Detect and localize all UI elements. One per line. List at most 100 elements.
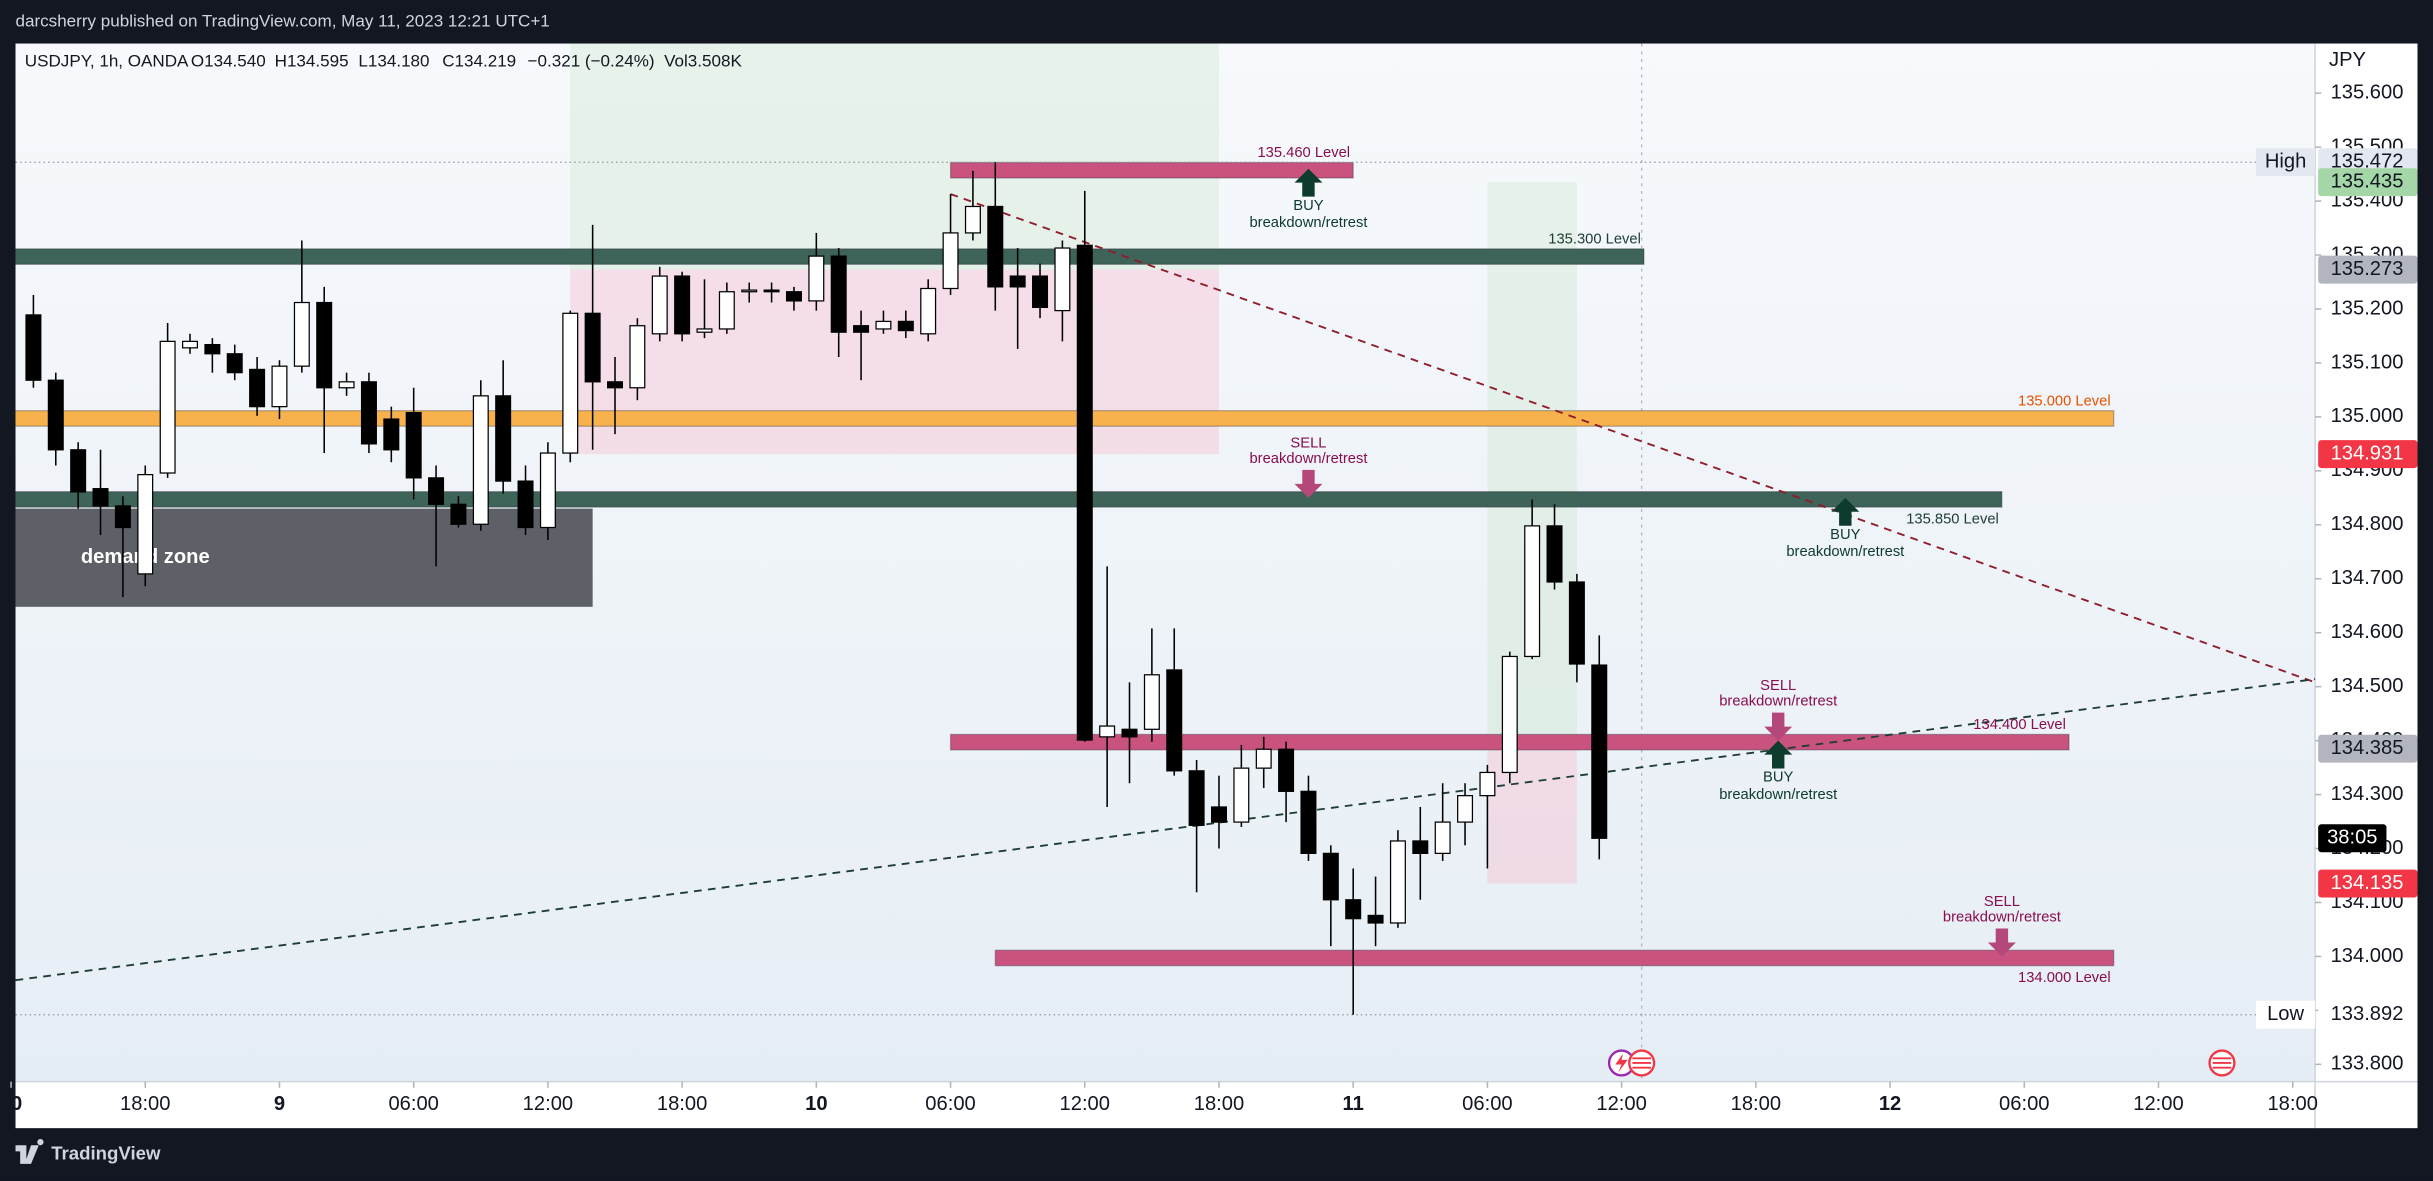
annotation-label: BUY [1293, 198, 1323, 214]
candle-body [249, 368, 266, 408]
level-band [15, 490, 2003, 508]
candle-body [181, 340, 198, 349]
level-label: 134.000 Level [2018, 970, 2111, 986]
level-label: 135.460 Level [1257, 145, 1350, 161]
level-label: 135.850 Level [1906, 511, 1999, 527]
candle-body [718, 291, 735, 330]
legend-change: −0.321 (−0.24%) [528, 52, 655, 71]
y-tick-label: 135.000 [2331, 405, 2404, 427]
x-tick-label: 06:00 [1462, 1093, 1512, 1115]
candle-body [1188, 770, 1205, 826]
candle-body [785, 291, 802, 302]
candle-body [1054, 247, 1071, 312]
candle-body [293, 301, 310, 367]
annotation-sublabel: breakdown/retrest [1249, 215, 1367, 231]
y-tick-label: 134.700 [2331, 567, 2404, 589]
candle-body [1568, 581, 1585, 665]
level-band [15, 410, 2115, 427]
price-badge-label: 135.472 [2331, 151, 2404, 173]
arrow-up [1831, 497, 1860, 526]
y-tick-label: 134.300 [2331, 783, 2404, 805]
annotation-label: BUY [1830, 527, 1860, 543]
candle-body [1300, 790, 1317, 854]
x-tick-label: 12:00 [523, 1093, 573, 1115]
y-tick-label: 135.100 [2331, 351, 2404, 373]
candle-body [897, 320, 914, 332]
candle-body [1076, 244, 1093, 741]
price-badge-tag-label: Low [2267, 1003, 2304, 1025]
candle-body [808, 255, 825, 302]
candle-body [964, 205, 981, 234]
candle-body [987, 205, 1004, 288]
candle-body [1389, 840, 1406, 924]
candle-body [1009, 275, 1026, 288]
price-badge-label: 133.892 [2331, 1003, 2404, 1025]
x-tick-label: 12:00 [1596, 1093, 1646, 1115]
annotation-sublabel: breakdown/retrest [1719, 787, 1837, 803]
candle-body [741, 289, 758, 293]
loss-zone [1487, 748, 1577, 884]
y-tick-label: 134.600 [2331, 621, 2404, 643]
candle-body [70, 449, 87, 493]
candle-body [428, 477, 445, 505]
annotation-label: BUY [1763, 770, 1793, 786]
price-badge-label: 134.385 [2331, 737, 2404, 759]
event-icons [1607, 1049, 2236, 1077]
price-badge-label: 134.135 [2331, 872, 2404, 894]
x-tick-label: 06:00 [388, 1093, 438, 1115]
candle-body [607, 381, 624, 389]
legend-high: H134.595 [275, 52, 349, 71]
time-axis [15, 1081, 2418, 1129]
candle-body [696, 328, 713, 333]
y-tick-label: 134.500 [2331, 675, 2404, 697]
profit-zone [1487, 182, 1577, 749]
countdown-label: 38:05 [2327, 827, 2377, 849]
x-tick-label: 11 [1343, 1093, 1364, 1115]
level-band [15, 248, 1645, 265]
event-icon-glyph [1615, 1053, 1628, 1073]
price-badge-tag-label: High [2265, 151, 2306, 173]
candle-body [1434, 821, 1451, 854]
candle-body [114, 505, 131, 529]
demand-zone [15, 508, 593, 607]
price-badge-label: 135.273 [2331, 258, 2404, 280]
axes: 133.800133.900134.000134.100134.200134.3… [0, 82, 2418, 1129]
arrow-down [1764, 712, 1793, 741]
publisher-header: darcsherry published on TradingView.com,… [16, 11, 550, 30]
candle-body [875, 320, 892, 330]
candle-body [562, 312, 579, 454]
candle-body [47, 379, 64, 451]
candle-body [1457, 795, 1474, 823]
event-icon-glyph [2212, 1057, 2232, 1069]
candle-body [405, 411, 422, 479]
price-badge [2318, 734, 2418, 763]
candle-body [1591, 664, 1608, 839]
price-badge-tag [2256, 1000, 2316, 1029]
legend-close: C134.219 [442, 52, 516, 71]
countdown-badge [2318, 824, 2387, 853]
price-badge [2318, 255, 2418, 284]
trendline [950, 193, 2316, 684]
candle-body [495, 395, 512, 482]
arrow-up [1764, 740, 1793, 769]
candle-body [1032, 275, 1049, 308]
candle-body [383, 418, 400, 451]
x-tick-label: 12 [1879, 1093, 1901, 1115]
candle-body [360, 381, 377, 445]
candle-body [1367, 914, 1384, 924]
x-tick-label: 12:00 [2133, 1093, 2183, 1115]
legend-open: O134.540 [191, 52, 266, 71]
level-label: 135.300 Level [1548, 231, 1641, 247]
arrow-down [1987, 928, 2016, 957]
candle-body [920, 287, 937, 335]
annotation-sublabel: breakdown/retrest [1943, 910, 2061, 926]
frame-edge [0, 1081, 10, 1129]
candle-body [316, 301, 333, 389]
candle-body [1479, 771, 1496, 797]
candle-body [159, 340, 176, 474]
level-band [994, 949, 2115, 967]
price-badge-label: 135.435 [2331, 171, 2404, 193]
level-band [949, 161, 1354, 179]
